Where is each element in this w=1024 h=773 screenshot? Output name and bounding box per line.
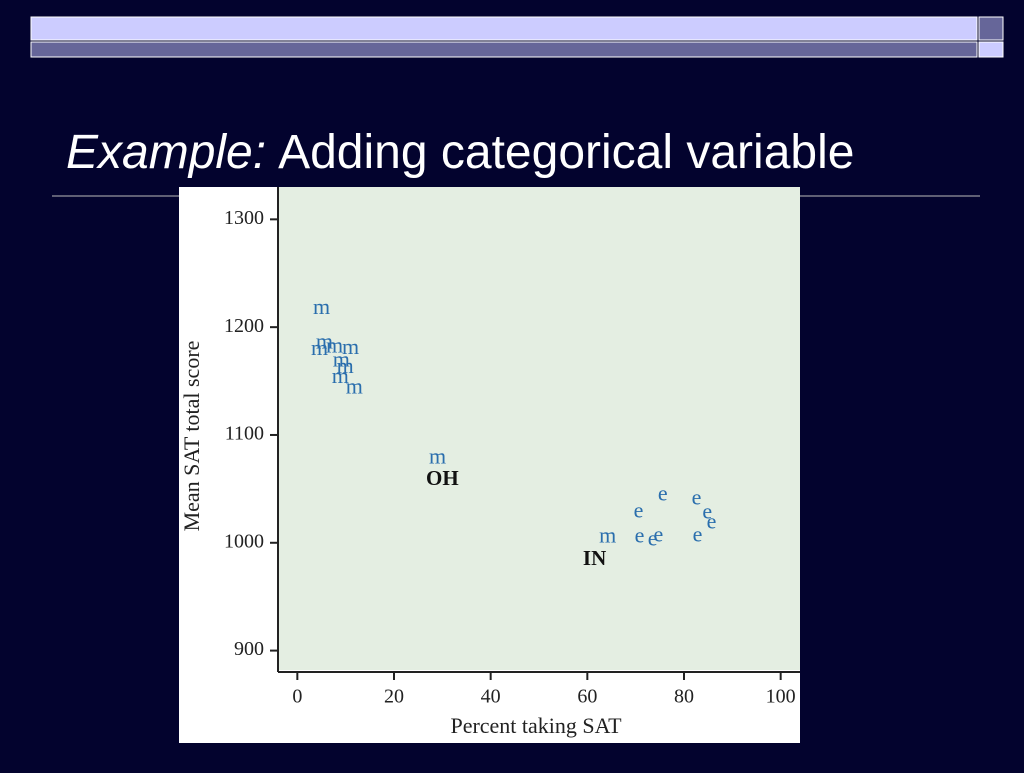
- plot-area: [278, 187, 800, 670]
- point-marker: e: [635, 522, 645, 547]
- point-marker: e: [654, 521, 664, 546]
- point-marker: m: [346, 374, 363, 399]
- x-tick-label: 0: [292, 686, 302, 708]
- point-marker: m: [332, 363, 349, 388]
- annotation: IN: [583, 546, 606, 570]
- point-marker: e: [702, 499, 712, 524]
- title-rest: Adding categorical variable: [278, 126, 854, 179]
- point-marker: e: [692, 485, 702, 510]
- point-marker: e: [658, 480, 668, 505]
- x-tick-label: 100: [766, 686, 796, 708]
- title-italic: Example:: [66, 126, 266, 179]
- deco-bar: [30, 16, 978, 41]
- deco-square: [978, 16, 1004, 41]
- x-axis-label: Percent taking SAT: [450, 713, 622, 738]
- point-marker: e: [648, 526, 658, 551]
- x-tick-label: 60: [577, 686, 597, 708]
- point-marker: m: [311, 335, 328, 360]
- point-marker: m: [342, 334, 359, 359]
- y-tick-label: 900: [234, 638, 264, 660]
- point-marker: m: [337, 353, 354, 378]
- point-marker: e: [707, 508, 717, 533]
- x-tick-label: 80: [674, 686, 694, 708]
- x-tick-label: 20: [384, 686, 404, 708]
- point-marker: m: [326, 333, 343, 358]
- deco-bar: [30, 41, 978, 58]
- point-marker: e: [693, 521, 703, 546]
- point-marker: m: [316, 328, 333, 353]
- slide-title: Example: Adding categorical variable: [66, 126, 854, 179]
- y-axis-label: Mean SAT total score: [179, 341, 204, 532]
- point-marker: m: [313, 294, 330, 319]
- y-tick-label: 1200: [224, 315, 264, 337]
- point-marker: e: [634, 498, 644, 523]
- annotation: OH: [426, 466, 459, 490]
- point-marker: m: [333, 347, 350, 372]
- y-tick-label: 1300: [224, 207, 264, 229]
- y-tick-label: 1000: [224, 530, 264, 552]
- y-tick-label: 1100: [225, 423, 264, 445]
- point-marker: m: [599, 522, 616, 547]
- deco-square: [978, 41, 1004, 58]
- point-marker: m: [429, 444, 446, 469]
- x-tick-label: 40: [481, 686, 501, 708]
